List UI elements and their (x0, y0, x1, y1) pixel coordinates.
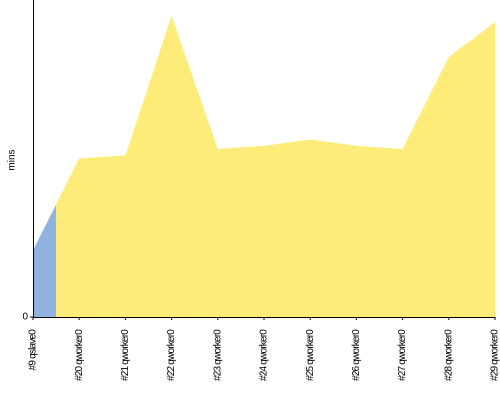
y-tick-label: 0 (22, 312, 28, 323)
y-axis-label: mins (7, 149, 18, 170)
area-segment (194, 82, 241, 317)
area-segment (240, 142, 288, 317)
area-segment (471, 22, 495, 317)
x-tick-label: #27 qworker0 (397, 329, 408, 381)
area-segment (425, 39, 472, 317)
x-tick-label: #28 qworker0 (443, 329, 454, 381)
x-tick-label: #25 qworker0 (305, 329, 316, 381)
x-tick-label: #29 qworker0 (490, 329, 500, 381)
x-tick-label: #22 qworker0 (166, 329, 177, 381)
x-tick-label: #24 qworker0 (259, 329, 270, 381)
x-tick-label: #20 qworker0 (74, 329, 85, 381)
area-segment (56, 156, 103, 317)
x-tick-label: #9 qslave0 (28, 329, 39, 371)
area-segment (379, 103, 426, 318)
area-segment (33, 204, 57, 317)
area-segment (287, 139, 334, 317)
x-tick-label: #26 qworker0 (351, 329, 362, 381)
area-segment (148, 15, 195, 317)
area-segment (102, 85, 149, 317)
x-tick-label: #21 qworker0 (120, 329, 131, 381)
area-segment (333, 142, 380, 317)
x-tick-label: #23 qworker0 (212, 329, 223, 381)
